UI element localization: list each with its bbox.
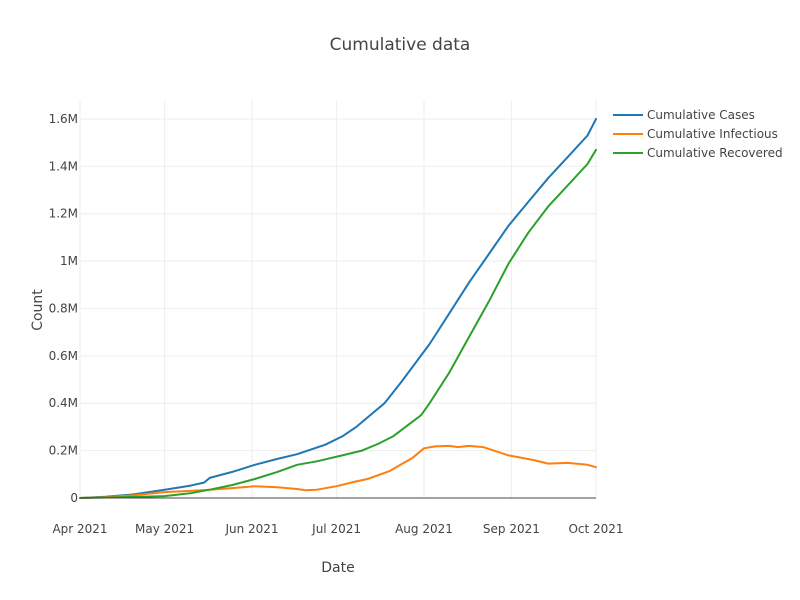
legend-item[interactable]: Cumulative Infectious bbox=[613, 127, 778, 141]
legend-label: Cumulative Cases bbox=[647, 108, 755, 122]
y-tick-label: 1M bbox=[60, 254, 78, 268]
series-line-2 bbox=[79, 148, 597, 499]
axes: Apr 2021 May 2021 Jun 2021 Jul 2021 Aug 2021… bbox=[49, 112, 624, 536]
chart-title: Cumulative data bbox=[330, 35, 471, 55]
y-tick-label: 0.8M bbox=[49, 301, 78, 315]
x-tick-label: Aug 2021 bbox=[395, 522, 453, 536]
legend[interactable]: Cumulative Cases Cumulative Infectious Cum… bbox=[613, 108, 783, 160]
x-tick-label: Apr 2021 bbox=[52, 522, 107, 536]
y-tick-label: 1.2M bbox=[49, 207, 78, 221]
y-tick-label: 1.6M bbox=[49, 112, 78, 126]
x-tick-label: May 2021 bbox=[135, 522, 194, 536]
x-axis-title: Date bbox=[321, 560, 354, 576]
legend-label: Cumulative Recovered bbox=[647, 146, 783, 160]
x-tick-label: Sep 2021 bbox=[483, 522, 540, 536]
y-tick-label: 0 bbox=[70, 491, 78, 505]
legend-item[interactable]: Cumulative Recovered bbox=[613, 146, 783, 160]
y-tick-label: 0.4M bbox=[49, 396, 78, 410]
y-axis-title: Count bbox=[30, 289, 46, 331]
legend-label: Cumulative Infectious bbox=[647, 127, 778, 141]
grid bbox=[79, 100, 597, 498]
y-tick-label: 1.4M bbox=[49, 159, 78, 173]
legend-item[interactable]: Cumulative Cases bbox=[613, 108, 755, 122]
x-tick-label: Jun 2021 bbox=[224, 522, 278, 536]
series-layer bbox=[79, 118, 597, 499]
x-tick-label: Jul 2021 bbox=[311, 522, 361, 536]
x-tick-label: Oct 2021 bbox=[568, 522, 623, 536]
y-tick-label: 0.2M bbox=[49, 444, 78, 458]
y-tick-label: 0.6M bbox=[49, 349, 78, 363]
series-line-0 bbox=[79, 118, 597, 499]
